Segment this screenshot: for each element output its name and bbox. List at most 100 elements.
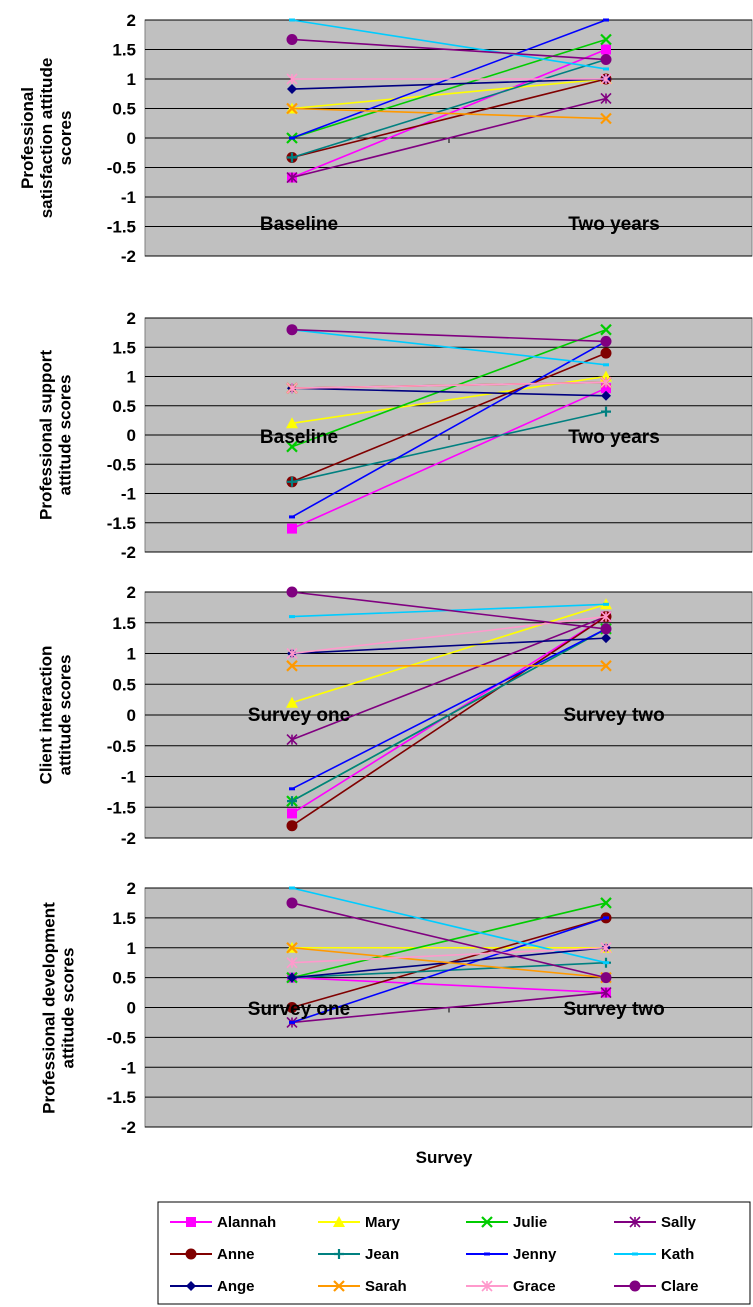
- marker-mary: [286, 417, 298, 429]
- y-tick-label: 0: [127, 129, 136, 148]
- series-kath: [289, 18, 609, 71]
- legend-label: Alannah: [217, 1214, 276, 1231]
- marker-clare: [286, 33, 298, 45]
- y-tick-label: 1: [127, 645, 136, 664]
- y-axis-label: Professional developmentattitude scores: [40, 902, 78, 1114]
- y-tick-label: -2: [121, 543, 136, 562]
- legend-label: Sarah: [365, 1278, 407, 1295]
- y-tick-label: -1.5: [107, 514, 136, 533]
- y-tick-label: 0.5: [112, 969, 136, 988]
- y-tick-label: 0.5: [112, 100, 136, 119]
- marker-anne: [286, 820, 298, 832]
- series-line: [291, 78, 607, 159]
- y-tick-label: -1.5: [107, 218, 136, 237]
- series-sarah: [286, 102, 612, 125]
- series-sally: [286, 92, 612, 184]
- marker-grace: [286, 647, 298, 660]
- category-label: Survey one: [248, 705, 350, 726]
- y-tick-label: -2: [121, 829, 136, 848]
- marker-anne: [185, 1248, 197, 1260]
- series-line: [291, 976, 607, 994]
- series-line: [291, 917, 607, 1024]
- series-line: [291, 603, 607, 704]
- series-line: [291, 387, 607, 530]
- marker-kath: [603, 67, 609, 71]
- series-line: [291, 946, 607, 964]
- legend-label: Sally: [661, 1214, 697, 1231]
- chart-panel-4: 2 1.5 1 0.5 0 -0.5 -1 -1.5 -2 Professional develo…: [40, 879, 753, 1167]
- marker-jenny: [603, 916, 609, 920]
- series-line: [291, 328, 607, 366]
- marker-julie: [600, 33, 612, 46]
- series-line: [291, 107, 607, 120]
- marker-sally: [286, 734, 298, 746]
- series-line: [291, 991, 607, 1024]
- y-tick-label: 2: [127, 879, 136, 898]
- legend-item-grace: Grace: [466, 1278, 556, 1295]
- marker-grace: [286, 382, 298, 394]
- marker-anne: [286, 1002, 298, 1013]
- legend-label: Jean: [365, 1246, 399, 1263]
- marker-clare: [600, 623, 612, 635]
- category-label: Two years: [568, 427, 660, 448]
- legend-item-kath: Kath: [614, 1246, 694, 1263]
- series-line: [291, 615, 607, 741]
- chart-panel-1: 2 1.5 1 0.5 0 -0.5 -1 -1.5 -2 Professionalsatisfa…: [18, 11, 753, 266]
- y-tick-label: 1: [127, 939, 136, 958]
- series-jenny: [289, 916, 609, 1024]
- legend-item-jenny: Jenny: [466, 1246, 557, 1263]
- marker-jean: [601, 406, 611, 417]
- marker-jenny: [289, 136, 295, 140]
- y-tick-label: 1.5: [112, 909, 136, 928]
- y-tick-label: -1: [121, 485, 136, 504]
- series-clare: [286, 897, 612, 984]
- x-axis-label: Survey: [416, 1148, 473, 1167]
- category-label: Baseline: [260, 427, 338, 448]
- svg-text:Professional developmentattitu: Professional developmentattitude scores: [40, 902, 78, 1114]
- y-tick-label: 0.5: [112, 675, 136, 694]
- marker-alannah: [287, 808, 297, 819]
- series-grace: [286, 73, 612, 85]
- y-tick-label: 1: [127, 70, 136, 89]
- y-tick-label: -2: [121, 247, 136, 266]
- marker-ange: [601, 633, 611, 644]
- svg-text:Professionalsatisfaction attit: Professionalsatisfaction attitudescores: [18, 58, 75, 219]
- marker-alannah: [601, 383, 611, 394]
- series-line: [291, 78, 607, 110]
- legend-item-julie: Julie: [466, 1214, 547, 1231]
- legend-label: Jenny: [513, 1246, 557, 1263]
- category-label: Survey two: [563, 999, 664, 1020]
- marker-clare: [600, 972, 612, 984]
- marker-ange: [287, 84, 297, 95]
- series-line: [291, 97, 607, 179]
- series-clare: [286, 586, 612, 635]
- series-grace: [286, 942, 612, 969]
- marker-ange: [287, 972, 297, 983]
- marker-sarah: [286, 102, 298, 115]
- marker-grace: [481, 1280, 493, 1292]
- marker-kath: [632, 1252, 638, 1256]
- chart-panel-2: 2 1.5 1 0.5 0 -0.5 -1 -1.5 -2 Professional suppor…: [37, 309, 753, 562]
- marker-clare: [286, 324, 298, 336]
- marker-sally: [600, 986, 612, 999]
- series-line: [291, 328, 607, 343]
- legend-label: Clare: [661, 1278, 699, 1295]
- marker-mary: [333, 1216, 345, 1227]
- legend-label: Mary: [365, 1214, 401, 1231]
- legend-item-sally: Sally: [614, 1214, 697, 1231]
- series-line: [291, 387, 607, 397]
- y-tick-label: 2: [127, 309, 136, 328]
- marker-julie: [286, 440, 298, 453]
- series-julie: [286, 323, 612, 453]
- category-label: Survey two: [563, 705, 664, 726]
- marker-jenny: [484, 1252, 490, 1256]
- y-tick-label: -0.5: [107, 455, 136, 474]
- marker-sarah: [600, 660, 612, 672]
- marker-grace: [600, 611, 612, 623]
- series-line: [291, 410, 607, 483]
- legend-label: Julie: [513, 1214, 547, 1231]
- legend-item-clare: Clare: [614, 1278, 699, 1295]
- series-line: [291, 381, 607, 389]
- y-tick-label: -0.5: [107, 1028, 136, 1047]
- legend-item-jean: Jean: [318, 1246, 399, 1263]
